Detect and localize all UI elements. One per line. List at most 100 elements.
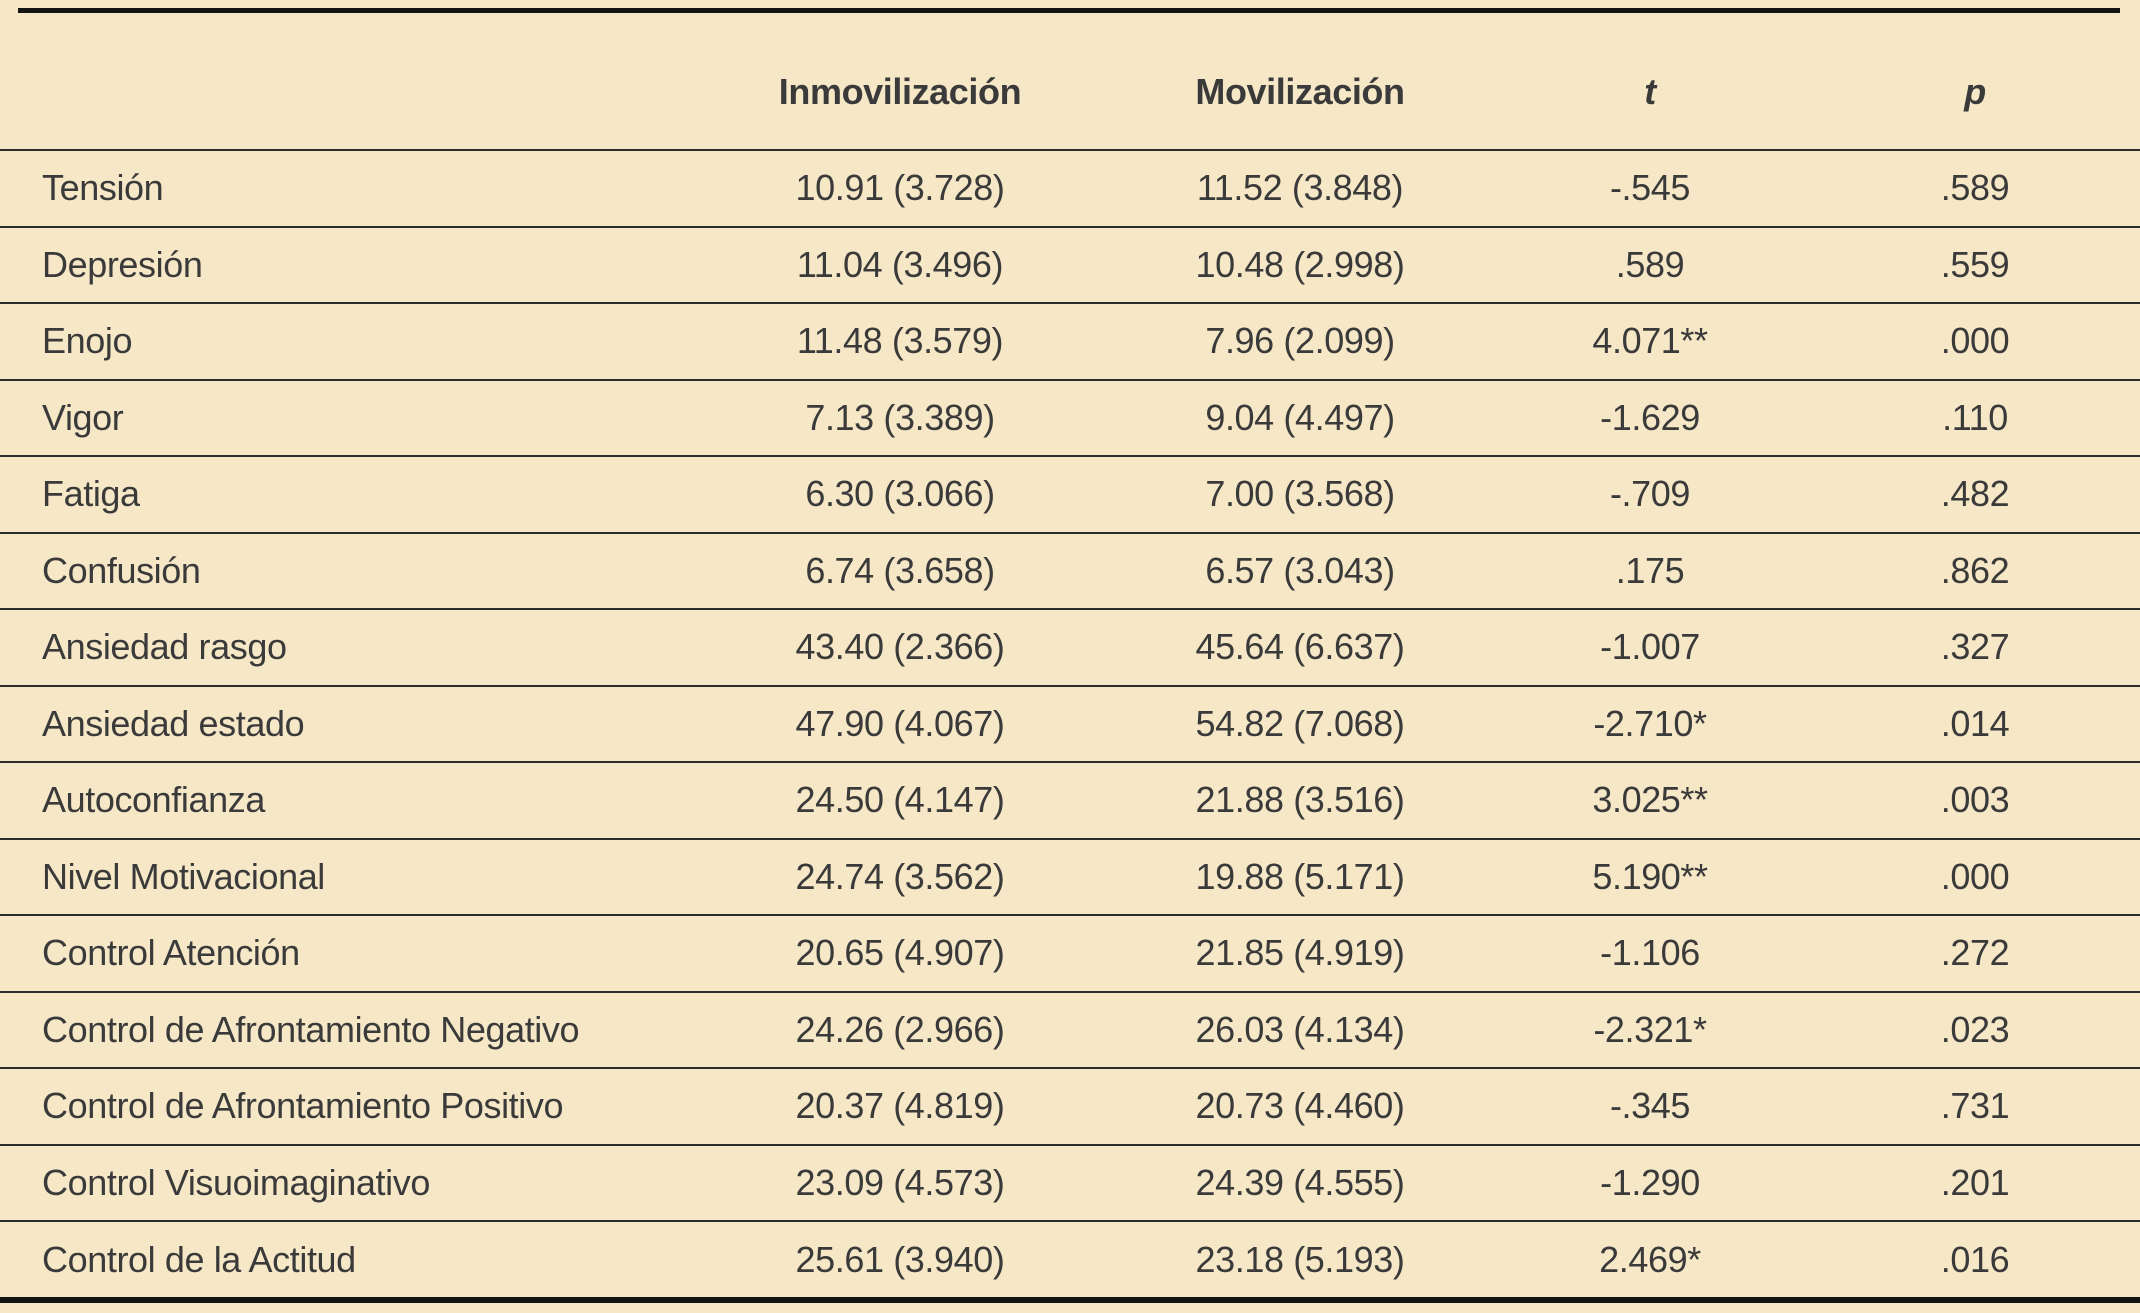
inmovilizacion-value: 47.90 (4.067) bbox=[795, 702, 1005, 744]
movilizacion-value: 9.04 (4.497) bbox=[1205, 396, 1395, 438]
p-value: .272 bbox=[1940, 932, 2010, 974]
table-bottom-rule bbox=[0, 1297, 2140, 1303]
inmovilizacion-value: 23.09 (4.573) bbox=[795, 1161, 1005, 1203]
table-row: Nivel Motivacional 24.74 (3.562) 19.88 (5.… bbox=[0, 838, 2140, 916]
row-label: Autoconfianza bbox=[42, 779, 265, 821]
table-body: Tensión 10.91 (3.728) 11.52 (3.848) -.545 .5… bbox=[0, 150, 2140, 1298]
movilizacion-value: 21.85 (4.919) bbox=[1195, 932, 1405, 974]
movilizacion-value: 24.39 (4.555) bbox=[1195, 1161, 1405, 1203]
p-value: .589 bbox=[1940, 167, 2010, 209]
inmovilizacion-value: 25.61 (3.940) bbox=[795, 1238, 1005, 1280]
t-value: -1.629 bbox=[1600, 396, 1700, 438]
table-row: Enojo 11.48 (3.579) 7.96 (2.099) 4.071** .00… bbox=[0, 303, 2140, 380]
p-value: .731 bbox=[1940, 1085, 2010, 1127]
header-inmovilizacion: Inmovilización bbox=[778, 71, 1022, 112]
row-label: Control de Afrontamiento Negativo bbox=[42, 1008, 580, 1050]
inmovilizacion-value: 24.50 (4.147) bbox=[795, 779, 1005, 821]
inmovilizacion-value: 10.91 (3.728) bbox=[795, 167, 1005, 209]
table-row: Ansiedad rasgo 43.40 (2.366) 45.64 (6.637)… bbox=[0, 609, 2140, 686]
table-row: Control de Afrontamiento Positivo 20.37 (… bbox=[0, 1068, 2140, 1145]
t-value: -.709 bbox=[1609, 473, 1691, 515]
t-value: -1.106 bbox=[1600, 932, 1700, 974]
inmovilizacion-value: 6.30 (3.066) bbox=[805, 473, 995, 515]
t-value: 3.025** bbox=[1592, 779, 1708, 821]
movilizacion-value: 26.03 (4.134) bbox=[1195, 1008, 1405, 1050]
movilizacion-value: 7.00 (3.568) bbox=[1205, 473, 1395, 515]
header-movilizacion: Movilización bbox=[1195, 71, 1405, 112]
row-label: Fatiga bbox=[42, 473, 140, 515]
statistics-table: Inmovilización Movilización t p Tensión 1… bbox=[0, 13, 2140, 1298]
header-rowlabel bbox=[0, 13, 690, 150]
movilizacion-value: 11.52 (3.848) bbox=[1196, 167, 1404, 209]
table-row: Control de Afrontamiento Negativo 24.26 (… bbox=[0, 991, 2140, 1069]
table-top-rule bbox=[18, 8, 2120, 13]
inmovilizacion-value: 20.37 (4.819) bbox=[795, 1085, 1005, 1127]
p-value: .014 bbox=[1940, 702, 2010, 744]
row-label: Control Atención bbox=[42, 932, 300, 974]
p-value: .016 bbox=[1940, 1238, 2010, 1280]
t-value: -1.290 bbox=[1600, 1161, 1700, 1203]
movilizacion-value: 19.88 (5.171) bbox=[1195, 855, 1405, 897]
table-header-row: Inmovilización Movilización t p bbox=[0, 13, 2140, 150]
p-value: .201 bbox=[1940, 1161, 2010, 1203]
p-value: .327 bbox=[1940, 626, 2010, 668]
inmovilizacion-value: 7.13 (3.389) bbox=[805, 396, 995, 438]
t-value: 5.190** bbox=[1592, 855, 1708, 897]
t-value: .175 bbox=[1615, 549, 1685, 591]
table-row: Vigor 7.13 (3.389) 9.04 (4.497) -1.629 .110 bbox=[0, 379, 2140, 457]
t-value: -.545 bbox=[1609, 167, 1691, 209]
table-row: Control Visuoimaginativo 23.09 (4.573) 24.… bbox=[0, 1144, 2140, 1222]
table-row: Autoconfianza 24.50 (4.147) 21.88 (3.516) 3… bbox=[0, 762, 2140, 839]
p-value: .482 bbox=[1940, 473, 2010, 515]
movilizacion-value: 7.96 (2.099) bbox=[1205, 320, 1395, 362]
t-value: 2.469* bbox=[1599, 1238, 1701, 1280]
movilizacion-value: 23.18 (5.193) bbox=[1195, 1238, 1405, 1280]
row-label: Depresión bbox=[42, 243, 203, 285]
table-row: Depresión 11.04 (3.496) 10.48 (2.998) .589.… bbox=[0, 226, 2140, 304]
table-row: Control Atención 20.65 (4.907) 21.85 (4.91… bbox=[0, 915, 2140, 992]
table-row: Ansiedad estado 47.90 (4.067) 54.82 (7.068… bbox=[0, 685, 2140, 763]
inmovilizacion-value: 11.48 (3.579) bbox=[796, 320, 1004, 362]
t-value: -2.710* bbox=[1593, 702, 1707, 744]
row-label: Control de Afrontamiento Positivo bbox=[42, 1085, 564, 1127]
row-label: Control de la Actitud bbox=[42, 1238, 356, 1280]
p-value: .003 bbox=[1940, 779, 2010, 821]
row-label: Ansiedad rasgo bbox=[42, 626, 287, 668]
movilizacion-value: 10.48 (2.998) bbox=[1195, 243, 1405, 285]
inmovilizacion-value: 43.40 (2.366) bbox=[795, 626, 1005, 668]
row-label: Ansiedad estado bbox=[42, 702, 305, 744]
t-value: -2.321* bbox=[1593, 1008, 1707, 1050]
table-row: Confusión 6.74 (3.658) 6.57 (3.043) .175 .86… bbox=[0, 532, 2140, 610]
inmovilizacion-value: 6.74 (3.658) bbox=[805, 549, 995, 591]
p-value: .110 bbox=[1942, 396, 2008, 438]
row-label: Vigor bbox=[42, 396, 124, 438]
movilizacion-value: 54.82 (7.068) bbox=[1195, 702, 1405, 744]
t-value: -.345 bbox=[1609, 1085, 1691, 1127]
table-row: Tensión 10.91 (3.728) 11.52 (3.848) -.545 .5… bbox=[0, 150, 2140, 227]
row-label: Enojo bbox=[42, 320, 133, 362]
inmovilizacion-value: 20.65 (4.907) bbox=[795, 932, 1005, 974]
t-value: -1.007 bbox=[1600, 626, 1700, 668]
p-value: .559 bbox=[1940, 243, 2010, 285]
header-t-statistic: t bbox=[1644, 71, 1656, 112]
movilizacion-value: 21.88 (3.516) bbox=[1195, 779, 1405, 821]
table-row: Fatiga 6.30 (3.066) 7.00 (3.568) -.709 .482 bbox=[0, 456, 2140, 533]
p-value: .862 bbox=[1940, 549, 2010, 591]
inmovilizacion-value: 24.74 (3.562) bbox=[795, 855, 1005, 897]
movilizacion-value: 6.57 (3.043) bbox=[1205, 549, 1395, 591]
p-value: .000 bbox=[1940, 320, 2010, 362]
row-label: Control Visuoimaginativo bbox=[42, 1161, 430, 1203]
movilizacion-value: 45.64 (6.637) bbox=[1195, 626, 1405, 668]
row-label: Nivel Motivacional bbox=[42, 855, 325, 897]
header-p-value: p bbox=[1964, 71, 1986, 112]
movilizacion-value: 20.73 (4.460) bbox=[1195, 1085, 1405, 1127]
t-value: .589 bbox=[1615, 243, 1685, 285]
inmovilizacion-value: 24.26 (2.966) bbox=[795, 1008, 1005, 1050]
row-label: Tensión bbox=[42, 167, 164, 209]
t-value: 4.071** bbox=[1592, 320, 1708, 362]
p-value: .000 bbox=[1940, 855, 2010, 897]
p-value: .023 bbox=[1940, 1008, 2010, 1050]
inmovilizacion-value: 11.04 (3.496) bbox=[796, 243, 1004, 285]
table-row: Control de la Actitud 25.61 (3.940) 23.18 … bbox=[0, 1221, 2140, 1298]
row-label: Confusión bbox=[42, 549, 201, 591]
